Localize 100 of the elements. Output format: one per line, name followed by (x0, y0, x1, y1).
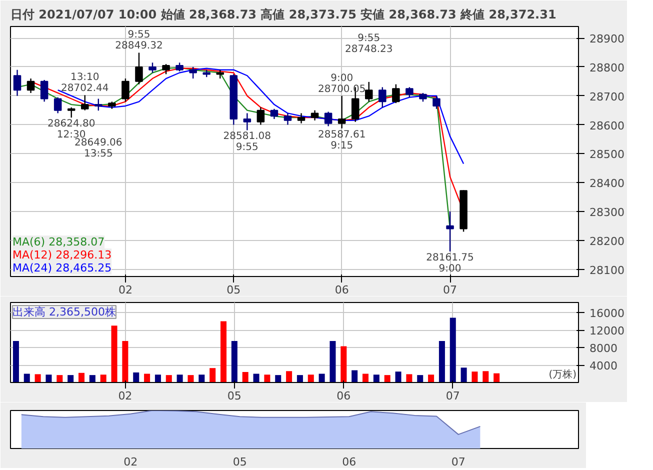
y-tick-label: 8000 (590, 342, 618, 356)
bar (362, 374, 369, 382)
candlestick (162, 63, 170, 75)
bar (472, 372, 478, 382)
bar (56, 375, 63, 382)
bar (34, 374, 41, 382)
bar (428, 374, 434, 382)
annotation: 28587.61 9:15 (318, 129, 366, 152)
x-tick-label: 05 (232, 456, 247, 468)
y-tick-label: 28700 (590, 90, 624, 104)
annotation: 28161.75 9:00 (426, 252, 474, 274)
x-tick-label: 07 (443, 284, 458, 296)
bar (406, 374, 412, 382)
candlestick (310, 110, 319, 122)
bar (210, 368, 216, 382)
candlestick (122, 78, 130, 102)
chart-title: 出来高 2,365,500株 (12, 306, 116, 318)
bar (242, 372, 248, 382)
bar (12, 340, 19, 382)
x-tick-label: 02 (118, 390, 132, 402)
bar (111, 326, 118, 382)
bar (122, 340, 128, 382)
y-tick-label: 16000 (590, 307, 624, 320)
candlestick (26, 78, 35, 94)
x-tick-label: 06 (336, 390, 351, 402)
candlestick (365, 81, 373, 102)
y-tick-label: 28800 (590, 61, 624, 74)
candlestick (67, 106, 76, 118)
y-tick-label: 28400 (590, 177, 624, 190)
bar (352, 370, 358, 382)
candlestick (446, 210, 454, 252)
bar (417, 375, 424, 382)
y-tick-label: 4000 (590, 360, 618, 373)
x-tick-label: 06 (342, 456, 356, 468)
candlestick (94, 98, 102, 112)
x-tick-label: 05 (226, 284, 241, 296)
candlestick (284, 112, 292, 126)
bar (198, 374, 205, 382)
bar (460, 368, 467, 382)
candlestick (324, 111, 332, 127)
bar (100, 374, 106, 382)
bar (166, 375, 172, 382)
y-tick-label: 28300 (590, 206, 624, 219)
bar (144, 374, 150, 382)
bar (231, 340, 238, 382)
x-tick-label: 07 (446, 390, 460, 402)
bar (340, 346, 347, 382)
bar (188, 375, 194, 382)
text: MA(24) 28,465.25 (12, 262, 112, 274)
bar (68, 375, 74, 382)
text: MA(12) 28,296.13 (12, 248, 112, 262)
bar (176, 374, 183, 382)
candlestick (81, 94, 89, 111)
bar (494, 373, 500, 382)
x-tick-label: 02 (124, 456, 138, 468)
bar (78, 372, 85, 382)
y-axis-title: (万株) (548, 368, 577, 380)
bar (264, 374, 270, 382)
candlestick (148, 62, 156, 74)
candlestick (432, 95, 440, 110)
candlestick (338, 95, 346, 129)
candlestick (13, 69, 22, 96)
bar (133, 372, 140, 382)
bar (395, 372, 402, 382)
y-tick-label: 28600 (590, 119, 624, 132)
y-tick-label: 28100 (590, 264, 624, 277)
y-tick-label: 28200 (590, 234, 624, 248)
candlestick (189, 66, 197, 80)
bar (275, 375, 282, 382)
bar (296, 375, 303, 382)
x-tick-label: 06 (334, 284, 349, 296)
y-tick-label: 28500 (590, 148, 624, 162)
candlestick (378, 86, 386, 108)
candlestick (392, 84, 400, 104)
y-tick-label: 28900 (590, 32, 624, 46)
candlestick (135, 52, 143, 85)
y-tick-label: 12000 (590, 324, 624, 338)
annotation: 9:55 28849.32 (115, 30, 163, 52)
bar (482, 371, 489, 382)
candlestick (40, 79, 48, 102)
bar (154, 374, 161, 382)
bar (373, 374, 380, 382)
bar (220, 321, 227, 382)
annotation: 28581.08 9:55 (223, 131, 272, 154)
candlestick (256, 106, 265, 126)
bar (286, 371, 292, 382)
bar (384, 375, 390, 382)
candlestick (54, 96, 62, 114)
x-tick-label: 05 (227, 390, 242, 402)
candlestick (243, 112, 252, 131)
x-tick-label: 02 (118, 284, 132, 296)
bar (330, 340, 336, 382)
bar (89, 375, 96, 382)
annotation: 13:10 28702.44 (61, 72, 109, 94)
text: MA(6) 28,358.07 (12, 236, 105, 248)
candlestick (297, 112, 306, 124)
candlestick (270, 108, 278, 120)
candlestick (406, 86, 414, 98)
x-tick-label: 07 (451, 456, 466, 468)
bar (253, 374, 260, 382)
